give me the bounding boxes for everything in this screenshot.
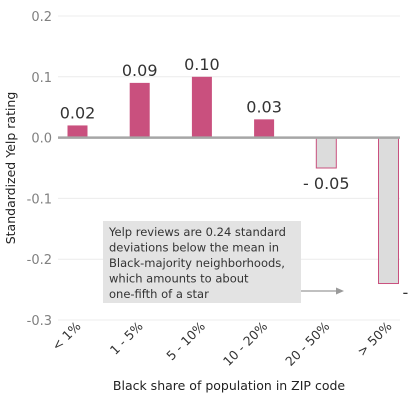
x-tick-label: 5 - 10% [163,318,208,363]
data-label: - 0.24 [403,283,412,302]
y-tick-label: 0.2 [31,10,52,25]
data-label: 0.10 [184,55,220,74]
x-axis-ticks: < 1% 1 - 5% 5 - 10% 10 - 20% 20 - 50% > 50% [49,318,395,368]
annotation-arrow-head [336,287,344,295]
y-tick-label: -0.1 [27,192,52,207]
bar [67,125,88,138]
data-label: 0.09 [122,61,158,80]
annotation: Yelp reviews are 0.24 standard deviations… [103,221,344,303]
data-label: 0.03 [246,97,282,116]
annotation-text: Yelp reviews are 0.24 standard [108,225,286,239]
bar [315,137,337,169]
y-tick-label: -0.2 [27,253,52,268]
data-label: 0.02 [60,103,96,122]
y-axis-label: Standardized Yelp rating [3,92,18,245]
y-tick-label: 0.1 [31,71,52,86]
y-tick-label: -0.3 [27,314,52,329]
x-tick-label: 1 - 5% [107,318,146,357]
x-tick-label: > 50% [354,318,395,359]
annotation-text: Black-majority neighborhoods, [109,256,285,270]
annotation-box [103,221,301,303]
x-axis-label: Black share of population in ZIP code [113,378,346,393]
x-tick-label: 20 - 50% [282,318,332,368]
annotation-text: one-fifth of a star [109,287,209,301]
x-tick-label: 10 - 20% [220,318,270,368]
data-label: - 0.05 [303,174,349,193]
y-axis-ticks: 0.2 0.1 0.0 -0.1 -0.2 -0.3 [27,10,52,329]
bar [254,119,275,138]
annotation-text: which amounts to about [109,272,249,286]
bar [191,76,212,138]
annotation-text: deviations below the mean in [109,241,279,255]
y-tick-label: 0.0 [31,132,52,147]
bars [67,76,399,285]
bar [129,82,150,138]
bar [378,137,399,285]
data-labels: 0.02 0.09 0.10 0.03 - 0.05 - 0.24 [60,55,412,302]
x-tick-label: < 1% [49,318,84,353]
